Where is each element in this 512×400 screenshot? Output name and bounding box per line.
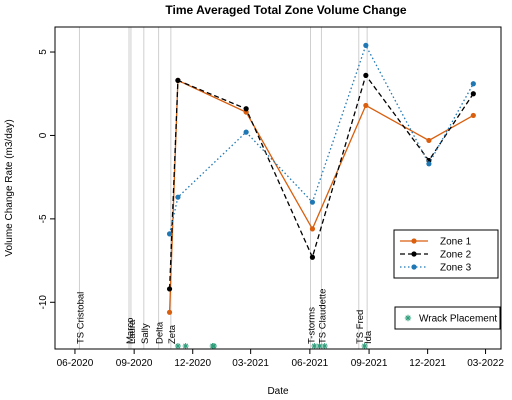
legend-marker-zone-1 (411, 238, 417, 244)
wrack-marker (210, 343, 217, 349)
wrack-marker (182, 343, 189, 349)
series-layer (166, 42, 476, 315)
series-point-zone-1 (470, 112, 476, 119)
y-tick-label: -5 (38, 214, 49, 223)
wrack-star-stroke (311, 343, 317, 349)
storm-label-ts-fred: TS Fred (355, 310, 366, 344)
legend-wrack-label: Wrack Placement (419, 314, 497, 325)
series-point-zone-2 (243, 106, 249, 112)
x-tick-label: 03-2021 (232, 358, 269, 369)
wrack-star-stroke (322, 343, 328, 349)
series-point-zone-2 (175, 77, 181, 83)
wrack-star-stroke (317, 343, 322, 349)
series-point-zone-3 (175, 194, 181, 200)
wrack-star-stroke (211, 343, 217, 349)
wrack-star-stroke (362, 343, 368, 349)
y-tick-label: 0 (38, 132, 49, 138)
x-tick-label: 12-2020 (174, 358, 211, 369)
storm-label-marco: Marco (125, 318, 136, 344)
legend-marker-zone-2 (411, 251, 417, 257)
x-tick-label: 03-2022 (467, 358, 504, 369)
y-axis: 5 0 -5 -10 (38, 49, 55, 310)
storm-label-laura: Laura (127, 319, 138, 344)
series-point-zone-2 (363, 72, 369, 78)
series-point-zone-3 (166, 231, 173, 237)
series-point-zone-1 (166, 309, 173, 315)
storm-label-sally: Sally (140, 323, 151, 344)
wrack-star-stroke (405, 315, 411, 321)
legend-marker-zone-3 (411, 264, 417, 270)
legend-wrack: Wrack Placement (394, 306, 501, 330)
legend-box (393, 229, 499, 279)
wrack-marker (361, 343, 368, 349)
wrack-marker (316, 343, 323, 349)
x-axis: 06-2020 09-2020 12-2020 03-2021 06-2021 09-20… (57, 349, 504, 369)
series-point-zone-2 (309, 254, 316, 260)
series-point-zone-3 (243, 129, 249, 135)
series-point-zone-1 (363, 102, 369, 109)
chart-title: Time Averaged Total Zone Volume Change (165, 3, 406, 17)
series-point-zone-2 (470, 91, 476, 97)
wrack-placement-markers (174, 343, 368, 349)
series-point-zone-2 (166, 286, 173, 292)
y-axis-label: Volume Change Rate (m3/day) (4, 119, 15, 256)
legend-label-zone-1: Zone 1 (440, 237, 472, 248)
y-tick-label: -10 (38, 295, 49, 310)
x-tick-label: 06-2020 (57, 358, 94, 369)
wrack-marker (311, 343, 318, 349)
storm-label-t-storms: T-storms (307, 307, 318, 344)
legend-label-zone-2: Zone 2 (440, 250, 472, 261)
series-point-zone-3 (470, 81, 476, 87)
series-point-zone-3 (309, 199, 316, 205)
legend-wrack-box (394, 306, 501, 330)
series-point-zone-1 (426, 137, 432, 144)
storm-label-ida: Ida (363, 330, 374, 344)
legend-label-zone-3: Zone 3 (440, 263, 472, 274)
wrack-star-stroke (175, 343, 181, 349)
series-point-zone-1 (309, 226, 316, 232)
storm-label-delta: Delta (155, 321, 166, 344)
series-point-zone-3 (363, 42, 369, 48)
wrack-star-stroke (183, 343, 189, 349)
storm-label-zeta: Zeta (167, 324, 178, 344)
x-tick-label: 06-2021 (292, 358, 329, 369)
plot-frame (54, 26, 502, 350)
storm-label-ts-cristobal: TS Cristobal (75, 292, 86, 344)
wrack-marker (174, 343, 181, 349)
storm-label-ts-claudette: TS Claudette (317, 289, 328, 344)
legend-wrack-marker (404, 314, 412, 322)
series-point-zone-3 (426, 161, 432, 167)
x-tick-label: 09-2021 (351, 358, 388, 369)
x-axis-label: Date (267, 386, 289, 397)
y-tick-label: 5 (38, 49, 49, 55)
x-tick-label: 12-2021 (409, 358, 446, 369)
legend-series: Zone 1 Zone 2 Zone 3 (393, 229, 499, 279)
x-tick-label: 09-2020 (116, 358, 153, 369)
wrack-marker (321, 343, 328, 349)
